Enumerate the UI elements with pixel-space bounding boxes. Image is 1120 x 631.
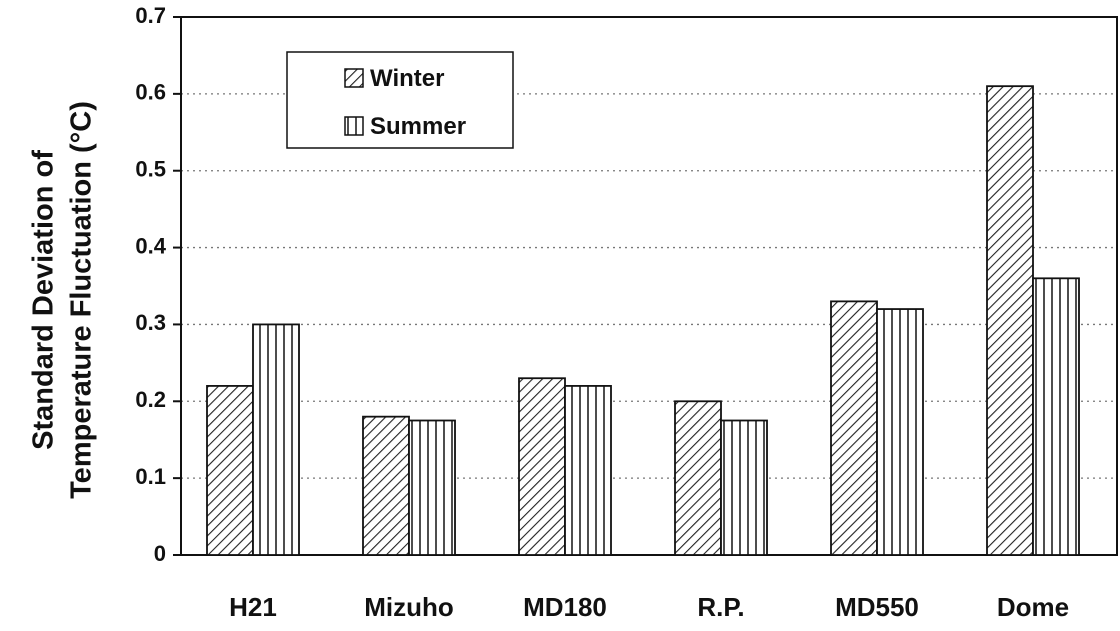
- bar-winter-2: [518, 377, 566, 556]
- x-axis-categories: H21 Mizuho MD180 R.P. MD550 Dome: [229, 592, 1069, 622]
- bar-winter-4: [830, 300, 878, 556]
- y-tick-label: 0.5: [135, 157, 166, 182]
- bar-summer-0: [252, 323, 300, 556]
- y-axis-label: Standard Deviation of Temperature Fluctu…: [28, 101, 98, 499]
- y-tick-label: 0.1: [135, 464, 166, 489]
- bar-summer-5: [1032, 277, 1080, 556]
- legend-label-summer: Summer: [370, 113, 466, 140]
- y-tick-label: 0.2: [135, 387, 166, 412]
- x-category-label: H21: [229, 592, 277, 622]
- bar-winter-5: [986, 85, 1034, 556]
- bar-summer-3: [720, 419, 768, 556]
- y-tick-label: 0.3: [135, 310, 166, 335]
- legend-swatch-summer: [344, 116, 364, 136]
- bar-summer-2: [564, 385, 612, 556]
- x-category-label: Mizuho: [364, 592, 454, 622]
- legend-box: [286, 51, 514, 149]
- bar-winter-0: [206, 385, 254, 556]
- bars: [206, 85, 1080, 556]
- y-tick-label: 0.7: [135, 3, 166, 28]
- y-axis-ticks: 0 0.1 0.2 0.3 0.4 0.5 0.6 0.7: [135, 3, 181, 566]
- x-category-label: R.P.: [697, 592, 744, 622]
- x-category-label: MD180: [523, 592, 607, 622]
- bar-summer-1: [408, 419, 456, 556]
- plot-frame: [180, 16, 1118, 556]
- gridlines: [181, 93, 1117, 479]
- x-category-label: Dome: [997, 592, 1069, 622]
- y-tick-label: 0: [154, 541, 166, 566]
- bar-winter-3: [674, 400, 722, 556]
- bar-summer-4: [876, 308, 924, 556]
- legend: Winter Summer: [286, 51, 514, 149]
- y-tick-label: 0.6: [135, 80, 166, 105]
- y-tick-label: 0.4: [135, 233, 166, 258]
- y-axis-label-line-1: Standard Deviation of: [28, 150, 60, 450]
- x-category-label: MD550: [835, 592, 919, 622]
- legend-swatch-winter: [344, 68, 364, 88]
- y-axis-label-line-2: Temperature Fluctuation (°C): [66, 101, 98, 499]
- bar-winter-1: [362, 415, 410, 556]
- legend-label-winter: Winter: [370, 65, 444, 92]
